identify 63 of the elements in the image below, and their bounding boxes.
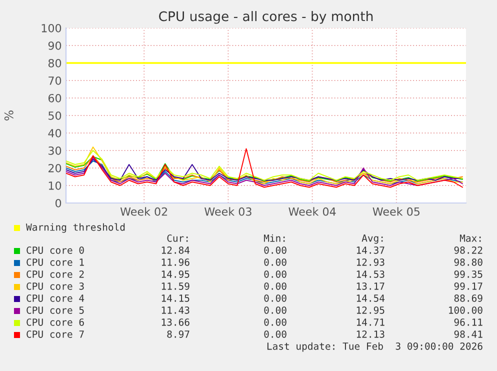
text: 0.00 [264,318,286,326]
text: Last update: Tue Feb 3 09:00:00 2026 [267,342,482,352]
text: Cur: [167,234,188,242]
legend-label: CPU core 6 [26,318,84,326]
text: 14.15 [162,294,190,302]
legend-label: CPU core 2 [26,270,84,278]
text: 0.00 [264,270,286,278]
y-tick-label: 30 [48,146,62,155]
text: 100.00 [449,306,482,314]
text: 0.00 [264,306,286,314]
text: 99.17 [454,282,482,290]
text: 99.35 [454,270,482,278]
legend-label: Warning threshold [26,223,125,233]
legend-label: CPU core 3 [26,282,84,290]
text: 13.66 [162,318,190,326]
text: 14.71 [356,318,384,326]
text: 8.97 [167,330,190,338]
text: 12.13 [356,330,384,338]
y-tick-label: 20 [48,164,62,172]
text: 0.00 [264,330,286,338]
text: 12.93 [356,258,384,266]
y-tick-label: 40 [48,128,62,138]
text: 14.54 [356,294,385,302]
y-tick-label: 70 [48,76,62,85]
y-tick-label: 60 [48,94,62,102]
y-tick-label: 10 [48,181,62,190]
legend-label: CPU core 1 [26,258,84,266]
text: 14.37 [356,246,384,254]
y-tick-label: 0 [55,198,62,208]
legend-label: CPU core 4 [26,294,84,302]
text: 14.53 [356,270,384,278]
text: 0.00 [264,246,286,254]
y-axis-title: % [4,110,14,120]
y-tick-label: 100 [42,24,62,32]
text: 0.00 [264,258,286,266]
text: 98.80 [454,258,482,266]
y-tick-label: 80 [48,58,62,68]
text: 12.95 [356,306,384,314]
legend-label: CPU core 5 [26,306,84,314]
text: Avg: [362,234,383,244]
text: 96.11 [454,318,482,326]
chart-title: CPU usage - all cores - by month [159,11,373,24]
text: 98.22 [454,246,482,254]
text: 11.96 [162,258,190,266]
x-tick-label: Week 05 [372,207,420,216]
x-tick-label: Week 04 [288,207,336,216]
x-tick-label: Week 02 [120,207,168,216]
text: 0.00 [264,294,286,302]
text: 11.43 [162,306,190,314]
text: 98.41 [454,330,482,338]
x-tick-label: Week 03 [204,207,252,216]
y-tick-label: 50 [48,111,62,120]
text: 0.00 [264,282,286,290]
y-tick-label: 90 [48,41,62,50]
legend-label: CPU core 0 [26,246,84,254]
text: 12.84 [162,246,190,254]
legend-label: CPU core 7 [26,330,84,338]
text: 14.95 [162,270,190,278]
text: 11.59 [162,282,190,290]
text: Min: [264,234,285,242]
text: 13.17 [356,282,384,290]
text: 88.69 [454,294,482,302]
text: Max: [460,234,481,242]
